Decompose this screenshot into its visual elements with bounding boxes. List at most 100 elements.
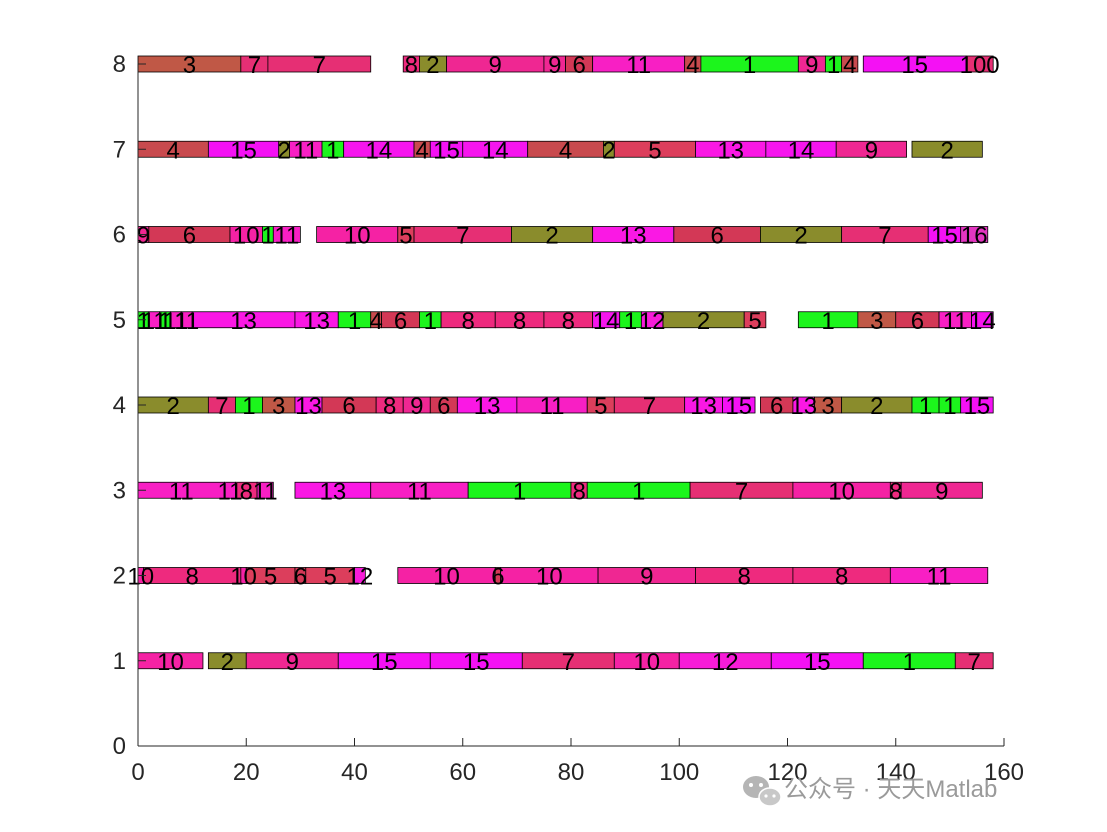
bar-label: 1 — [624, 308, 637, 335]
gantt-bar — [272, 226, 301, 243]
bar-label: 9 — [548, 52, 561, 79]
bar-label: 4 — [559, 137, 572, 164]
bar-label: 12 — [712, 649, 739, 676]
bar-label: 14 — [366, 137, 393, 164]
bar-label: 1 — [242, 393, 255, 420]
bar-label: 2 — [426, 52, 439, 79]
bar-label: 2 — [940, 137, 953, 164]
bar-label: 10 — [127, 564, 154, 591]
gantt-bar — [354, 567, 366, 584]
gantt-bar — [954, 652, 994, 670]
y-tick-label: 8 — [113, 51, 126, 78]
bar-label: 9 — [935, 478, 948, 505]
bar-label: 5 — [264, 564, 277, 591]
y-tick-label: 4 — [113, 392, 126, 419]
bar-label: 1 — [632, 478, 645, 505]
bar-label: 15 — [371, 649, 398, 676]
gantt-bar — [960, 396, 994, 414]
bar-label: 11 — [174, 308, 199, 335]
y-tick-label: 5 — [113, 307, 126, 334]
bar-label: 2 — [221, 649, 234, 676]
bar-label: 8 — [405, 52, 418, 79]
bar-label: 4 — [843, 52, 856, 79]
y-tick-label: 7 — [113, 136, 126, 163]
bar-label: 11 — [142, 308, 167, 335]
bar-label: 3 — [272, 393, 285, 420]
bar-label: 5 — [399, 223, 412, 250]
bar-label: 11 — [169, 478, 194, 505]
bar-label: 10 — [433, 564, 460, 591]
bar-label: 15 — [901, 52, 928, 79]
bar-label: 1 — [513, 478, 526, 505]
bar-label: 2 — [277, 137, 290, 164]
watermark-text: 公众号 · 天天Matlab — [784, 776, 997, 803]
bar-label: 1 — [743, 52, 756, 79]
y-tick-label: 1 — [113, 648, 126, 675]
bar-label: 1 — [326, 137, 339, 164]
bar-label: 9 — [489, 52, 502, 79]
bar-label: 7 — [562, 649, 575, 676]
bar-label: 11 — [407, 478, 432, 505]
x-tick-label: 140 — [876, 759, 916, 786]
bar-label: 7 — [735, 478, 748, 505]
bar-label: 5 — [323, 564, 336, 591]
bar-label: 6 — [183, 223, 196, 250]
gantt-bar — [267, 55, 372, 73]
bar-label: 15 — [931, 223, 958, 250]
bar-label: 8 — [383, 393, 396, 420]
bar-label: 10 — [233, 223, 260, 250]
bar-label: 3 — [870, 308, 883, 335]
bar-label: 2 — [697, 308, 710, 335]
bar-layer — [137, 55, 994, 670]
bar-label: 14 — [593, 308, 620, 335]
bar-label: 10 — [633, 649, 660, 676]
bar-label: 2 — [167, 393, 180, 420]
gantt-bar — [960, 226, 989, 243]
bar-label: 15 — [964, 393, 991, 420]
bar-label: 4 — [415, 137, 428, 164]
bar-label: 9 — [805, 52, 818, 79]
bar-label: 11 — [927, 564, 952, 591]
bar-label: 12 — [639, 308, 666, 335]
gantt-bar — [743, 311, 767, 329]
bar-label: 11 — [293, 137, 318, 164]
bar-label: 5 — [648, 137, 661, 164]
bar-label: 8 — [738, 564, 751, 591]
bar-label: 2 — [545, 223, 558, 250]
bar-label: 14 — [969, 308, 996, 335]
bar-label: 1 — [903, 649, 916, 676]
bar-label: 13 — [620, 223, 647, 250]
gantt-bar — [965, 55, 994, 73]
bar-label: 9 — [137, 223, 150, 250]
bar-label: 8 — [889, 478, 902, 505]
x-tick-label: 100 — [659, 759, 699, 786]
bar-label: 1 — [137, 308, 150, 335]
bar-label: 8 — [513, 308, 526, 335]
bar-label: 3 — [183, 52, 196, 79]
x-tick-label: 120 — [767, 759, 807, 786]
bar-label: 7 — [313, 52, 326, 79]
bar-label: 1 — [424, 308, 437, 335]
bar-label: 9 — [640, 564, 653, 591]
bar-label: 6 — [491, 564, 504, 591]
bar-label: 13 — [717, 137, 744, 164]
bar-label: 8 — [185, 564, 198, 591]
gantt-bar — [835, 140, 907, 158]
bar-label: 16 — [961, 223, 988, 250]
bar-label: 8 — [835, 564, 848, 591]
bar-label: 6 — [394, 308, 407, 335]
bar-label: 8 — [461, 308, 474, 335]
bar-label: 1 — [348, 308, 361, 335]
x-tick-label: 40 — [341, 759, 368, 786]
bar-label: 15 — [804, 649, 831, 676]
bar-label: 15 — [463, 649, 490, 676]
bar-label: 10 — [536, 564, 563, 591]
bar-label: 11 — [943, 308, 968, 335]
bar-label: 13 — [295, 393, 322, 420]
bar-label: 6 — [342, 393, 355, 420]
bar-label: 1 — [261, 223, 274, 250]
bar-label: 9 — [865, 137, 878, 164]
bar-label: 15 — [433, 137, 460, 164]
bar-label: 7 — [248, 52, 261, 79]
